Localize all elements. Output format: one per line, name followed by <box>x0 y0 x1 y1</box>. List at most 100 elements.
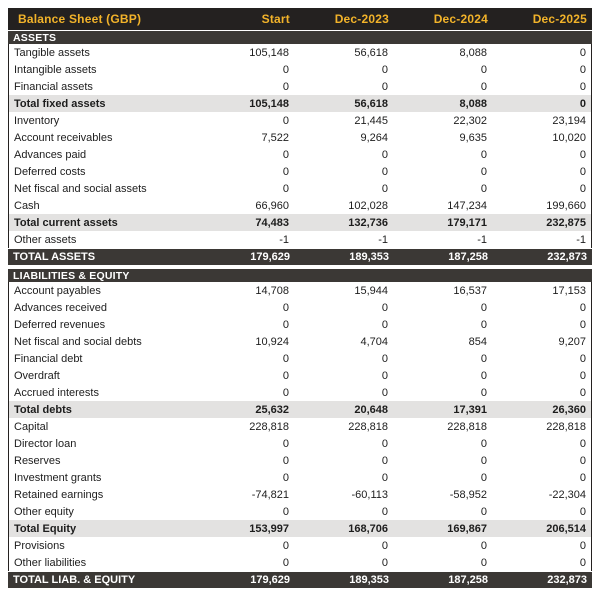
row-label: Account payables <box>14 284 101 297</box>
cell-value: 0 <box>480 352 487 365</box>
cell-value: 9,264 <box>360 131 388 144</box>
cell-value: 0 <box>579 352 586 365</box>
row-label: Deferred costs <box>14 165 86 178</box>
cell-value: -1 <box>378 233 388 246</box>
cell-value: 0 <box>282 148 289 161</box>
cell-value: 0 <box>282 437 289 450</box>
cell-value: 0 <box>282 471 289 484</box>
balance-sheet-table: Balance Sheet (GBP) Start Dec-2023 Dec-2… <box>8 8 592 588</box>
cell-value: 0 <box>381 505 388 518</box>
row-label: Overdraft <box>14 369 60 382</box>
cell-value: 0 <box>381 182 388 195</box>
table-row-account-receivables: Account receivables 7,522 9,264 9,635 10,020 <box>8 129 592 146</box>
section-header-assets: ASSETS <box>8 31 592 44</box>
cell-value: 0 <box>579 46 586 59</box>
cell-value: 854 <box>468 335 487 348</box>
cell-value: 0 <box>480 505 487 518</box>
cell-value: 0 <box>480 80 487 93</box>
cell-value: 0 <box>381 386 388 399</box>
column-header-dec-2024: Dec-2024 <box>433 12 488 26</box>
row-label: Inventory <box>14 114 60 127</box>
row-label: Net fiscal and social assets <box>14 182 147 195</box>
section-header-liabilities-equity: LIABILITIES & EQUITY <box>8 269 592 282</box>
cell-value: 147,234 <box>447 199 487 212</box>
cell-value: 0 <box>381 63 388 76</box>
cell-value: 189,353 <box>349 251 389 263</box>
cell-value: 0 <box>282 454 289 467</box>
cell-value: 0 <box>282 352 289 365</box>
cell-value: 0 <box>579 505 586 518</box>
table-header-row: Balance Sheet (GBP) Start Dec-2023 Dec-2… <box>8 8 592 30</box>
cell-value: 189,353 <box>349 574 389 586</box>
section-header-label: ASSETS <box>13 31 57 44</box>
cell-value: 0 <box>579 63 586 76</box>
cell-value: 0 <box>480 369 487 382</box>
cell-value: 10,020 <box>552 131 586 144</box>
table-row-director-loan: Director loan 0 0 0 0 <box>8 435 592 452</box>
cell-value: 0 <box>480 318 487 331</box>
cell-value: 0 <box>381 471 388 484</box>
cell-value: 9,207 <box>558 335 586 348</box>
cell-value: 0 <box>381 80 388 93</box>
cell-value: 56,618 <box>354 97 388 110</box>
table-row-total-equity: Total Equity 153,997 168,706 169,867 206,514 <box>8 520 592 537</box>
section-header-label: LIABILITIES & EQUITY <box>13 269 130 282</box>
cell-value: 0 <box>579 386 586 399</box>
cell-value: 0 <box>480 539 487 552</box>
row-label: Advances paid <box>14 148 87 161</box>
cell-value: 0 <box>381 539 388 552</box>
row-label: Capital <box>14 420 49 433</box>
row-label: Intangible assets <box>14 63 97 76</box>
cell-value: 105,148 <box>249 97 289 110</box>
cell-value: 0 <box>579 318 586 331</box>
cell-value: 153,997 <box>249 522 289 535</box>
cell-value: 25,632 <box>255 403 289 416</box>
table-row-net-fiscal-and-social-assets: Net fiscal and social assets 0 0 0 0 <box>8 180 592 197</box>
cell-value: 0 <box>480 386 487 399</box>
cell-value: 228,818 <box>348 420 388 433</box>
table-row-advances-received: Advances received 0 0 0 0 <box>8 299 592 316</box>
cell-value: 0 <box>282 114 289 127</box>
table-body: ASSETS Tangible assets 105,148 56,618 8,088 0… <box>8 31 592 588</box>
cell-value: 0 <box>381 437 388 450</box>
row-label: Net fiscal and social debts <box>14 335 142 348</box>
cell-value: 232,873 <box>547 251 587 263</box>
table-row-total-assets: TOTAL ASSETS 179,629 189,353 187,258 232,873 <box>8 249 592 265</box>
cell-value: 0 <box>480 301 487 314</box>
cell-value: 15,944 <box>354 284 388 297</box>
table-row-financial-assets: Financial assets 0 0 0 0 <box>8 78 592 95</box>
cell-value: 102,028 <box>348 199 388 212</box>
cell-value: 0 <box>579 539 586 552</box>
cell-value: 21,445 <box>354 114 388 127</box>
row-label: Deferred revenues <box>14 318 106 331</box>
table-row-advances-paid: Advances paid 0 0 0 0 <box>8 146 592 163</box>
table-row-net-fiscal-and-social-debts: Net fiscal and social debts 10,924 4,704 85… <box>8 333 592 350</box>
row-label: Total debts <box>14 403 72 416</box>
cell-value: 20,648 <box>354 403 388 416</box>
cell-value: 10,924 <box>255 335 289 348</box>
cell-value: 0 <box>282 505 289 518</box>
cell-value: -1 <box>477 233 487 246</box>
row-label: Other liabilities <box>14 556 87 569</box>
table-row-tangible-assets: Tangible assets 105,148 56,618 8,088 0 <box>8 44 592 61</box>
cell-value: 22,302 <box>453 114 487 127</box>
cell-value: 0 <box>579 165 586 178</box>
table-row-financial-debt: Financial debt 0 0 0 0 <box>8 350 592 367</box>
cell-value: 0 <box>579 182 586 195</box>
cell-value: 0 <box>381 165 388 178</box>
row-label: Provisions <box>14 539 65 552</box>
cell-value: 228,818 <box>249 420 289 433</box>
cell-value: 0 <box>282 386 289 399</box>
cell-value: 0 <box>480 182 487 195</box>
cell-value: 0 <box>381 148 388 161</box>
cell-value: 0 <box>480 148 487 161</box>
cell-value: 187,258 <box>448 251 488 263</box>
cell-value: 132,736 <box>348 216 388 229</box>
cell-value: 0 <box>381 556 388 569</box>
table-row-cash: Cash 66,960 102,028 147,234 199,660 <box>8 197 592 214</box>
row-label: Advances received <box>14 301 107 314</box>
cell-value: 4,704 <box>360 335 388 348</box>
cell-value: 187,258 <box>448 574 488 586</box>
table-row-deferred-costs: Deferred costs 0 0 0 0 <box>8 163 592 180</box>
cell-value: -1 <box>576 233 586 246</box>
